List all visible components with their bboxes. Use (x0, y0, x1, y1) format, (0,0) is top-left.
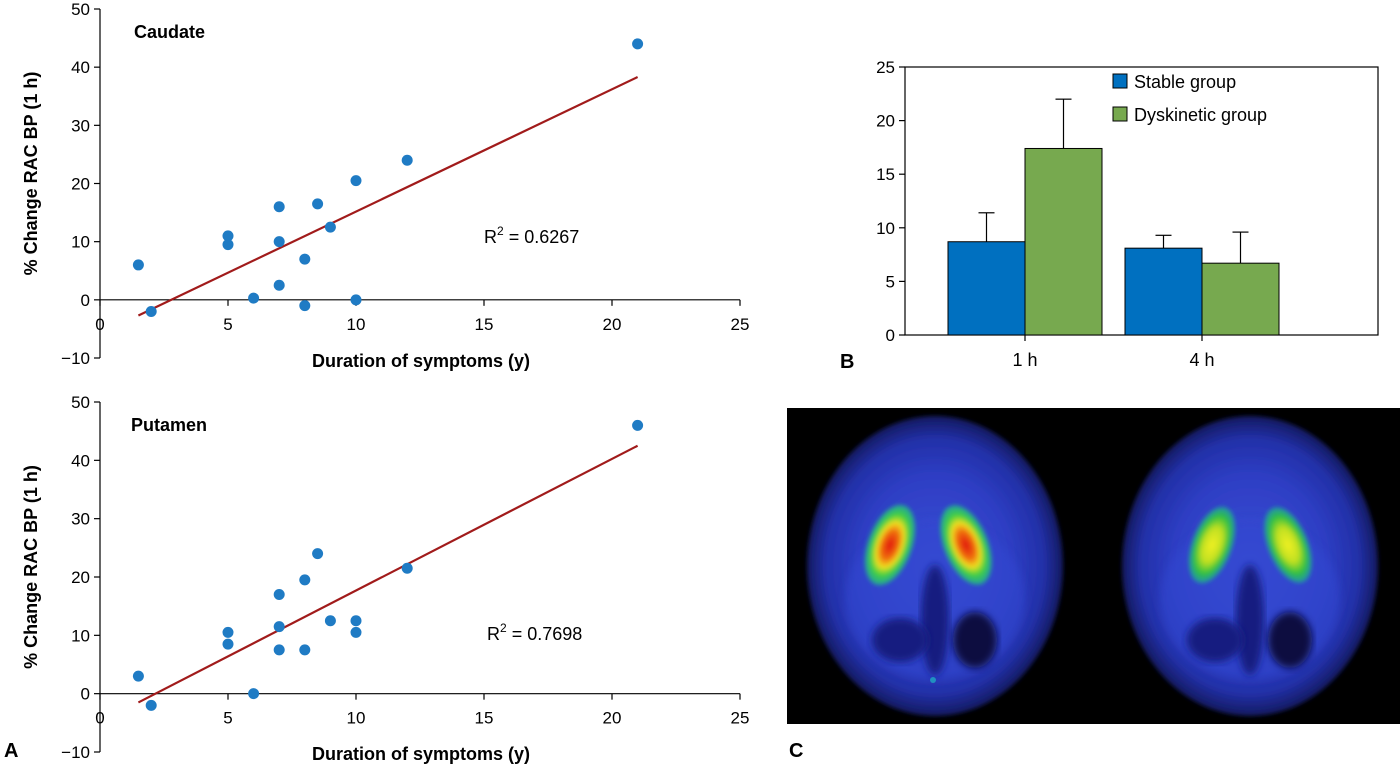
caudate-scatter-chart: −10 0 10 20 30 40 50 0 5 10 15 20 25 Duration of symp… (21, 0, 749, 371)
putamen-data-point (273, 621, 285, 633)
legend-label-dyskinetic: Dyskinetic group (1134, 105, 1267, 125)
caudate-r-squared: R2 = 0.6267 (484, 224, 579, 247)
caudate-y-tick-label: 50 (71, 0, 90, 19)
caudate-data-point (273, 236, 285, 248)
caudate-y-tick-label: 0 (81, 291, 90, 310)
caudate-x-axis-label: Duration of symptoms (y) (312, 351, 530, 371)
legend-swatch-dyskinetic (1112, 106, 1128, 122)
putamen-data-point (632, 419, 644, 431)
bar-y-tick-label: 25 (876, 58, 895, 77)
caudate-data-point (145, 305, 157, 317)
pet-brain-scan-left (807, 416, 1063, 716)
bar-y-tick-label: 10 (876, 219, 895, 238)
putamen-regression-line (137, 444, 639, 704)
caudate-x-tick-label: 15 (475, 315, 494, 334)
bar-y-tick-label: 20 (876, 112, 895, 131)
putamen-y-tick-label: 0 (81, 685, 90, 704)
caudate-regression-line (137, 76, 639, 317)
putamen-y-tick-label: 20 (71, 568, 90, 587)
putamen-y-tick-label: 30 (71, 510, 90, 529)
bar-chart: 0 5 10 15 20 25 1 h 4 h Stable group Dyskinetic g… (876, 58, 1379, 370)
caudate-x-tick-label: 10 (347, 315, 366, 334)
putamen-data-point (299, 644, 311, 656)
bar-y-tick-label: 0 (886, 326, 895, 345)
caudate-data-point (312, 198, 324, 210)
caudate-data-point (273, 201, 285, 213)
bar-category-label: 1 h (1012, 350, 1037, 370)
putamen-data-point (145, 699, 157, 711)
putamen-data-point (273, 589, 285, 600)
putamen-data-point (299, 574, 311, 586)
caudate-data-point (273, 279, 285, 291)
putamen-data-point (401, 562, 413, 574)
caudate-data-point (632, 38, 644, 50)
putamen-x-tick-label: 15 (475, 709, 494, 728)
caudate-y-tick-label: 10 (71, 233, 90, 252)
putamen-r-squared: R2 = 0.7698 (487, 621, 582, 644)
caudate-x-tick-label: 25 (731, 315, 750, 334)
caudate-y-tick-label: 20 (71, 175, 90, 194)
caudate-data-point (299, 253, 311, 265)
caudate-x-tick-label: 20 (603, 315, 622, 334)
bar-stable (947, 241, 1026, 336)
putamen-data-point (222, 626, 234, 638)
caudate-x-tick-label: 5 (223, 315, 232, 334)
putamen-title: Putamen (131, 415, 207, 435)
panel-label-a: A (4, 740, 18, 762)
caudate-y-tick-label: 30 (71, 116, 90, 135)
putamen-data-point (248, 688, 260, 700)
putamen-data-point (350, 615, 362, 627)
putamen-x-tick-label: 10 (347, 709, 366, 728)
caudate-data-point (222, 239, 234, 251)
panel-label-b: B (840, 351, 854, 373)
bar-category-label: 4 h (1189, 350, 1214, 370)
caudate-data-point (299, 300, 311, 312)
bar-dyskinetic (1201, 262, 1280, 336)
putamen-y-tick-label: −10 (61, 743, 90, 762)
caudate-data-point (248, 292, 260, 304)
putamen-data-point (312, 548, 324, 560)
caudate-data-point (350, 175, 362, 187)
putamen-x-tick-label: 20 (603, 709, 622, 728)
caudate-data-point (132, 259, 144, 271)
legend-swatch-stable (1112, 73, 1128, 89)
putamen-data-point (350, 626, 362, 638)
bar-dyskinetic (1024, 147, 1103, 336)
putamen-scatter-chart: −10 0 10 20 30 40 50 0 5 10 15 20 25 Duration of symp… (21, 393, 749, 764)
putamen-x-tick-label: 0 (95, 709, 104, 728)
putamen-y-tick-label: 10 (71, 626, 90, 645)
putamen-y-tick-label: 40 (71, 451, 90, 470)
caudate-x-tick-label: 0 (95, 315, 104, 334)
caudate-title: Caudate (134, 22, 205, 42)
bar-y-tick-label: 5 (886, 272, 895, 291)
caudate-y-axis-label: % Change RAC BP (1 h) (21, 72, 41, 276)
caudate-data-point (222, 230, 234, 242)
putamen-data-point (273, 644, 285, 656)
putamen-y-tick-label: 50 (71, 393, 90, 412)
caudate-y-tick-label: −10 (61, 349, 90, 368)
pet-brain-scan-right (1122, 416, 1378, 716)
caudate-data-point (324, 221, 336, 233)
panel-label-c: C (789, 740, 803, 762)
caudate-y-tick-label: 40 (71, 58, 90, 77)
putamen-data-point (324, 615, 336, 627)
putamen-data-point (132, 670, 144, 682)
caudate-data-point (401, 154, 413, 166)
legend-label-stable: Stable group (1134, 72, 1236, 92)
bar-stable (1124, 247, 1203, 336)
pet-image-panel (787, 408, 1400, 724)
putamen-data-point (222, 638, 234, 650)
putamen-x-tick-label: 5 (223, 709, 232, 728)
bar-y-tick-label: 15 (876, 165, 895, 184)
putamen-y-axis-label: % Change RAC BP (1 h) (21, 465, 41, 669)
caudate-data-point (350, 294, 362, 306)
putamen-x-tick-label: 25 (731, 709, 750, 728)
putamen-x-axis-label: Duration of symptoms (y) (312, 744, 530, 764)
